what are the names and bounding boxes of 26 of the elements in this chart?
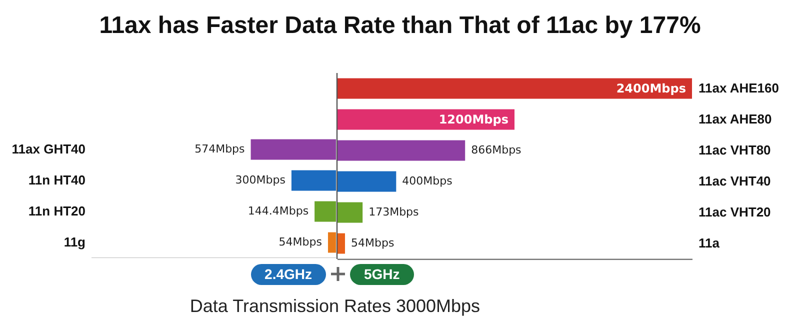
- data-label: 54Mbps: [350, 236, 394, 250]
- y-tick-label: 11n HT40: [28, 172, 86, 188]
- x-axis-title: 5GHz: [350, 264, 414, 285]
- data-label: 54Mbps: [278, 236, 322, 248]
- data-label: 400Mbps: [402, 174, 453, 188]
- data-label: 1200Mbps: [438, 112, 508, 126]
- y-tick-label: 11ac VHT40: [698, 174, 771, 188]
- bar: [328, 232, 336, 253]
- y-tick-label: 11ac VHT80: [698, 142, 771, 158]
- y-tick-label: 11n HT20: [28, 204, 86, 218]
- y-tick-label: 11ax AHE80: [698, 112, 772, 126]
- y-tick-label: 11ax GHT40: [12, 142, 86, 156]
- data-label: 300Mbps: [235, 174, 286, 186]
- y-tick-label: 11a: [698, 236, 720, 250]
- data-label: 173Mbps: [368, 206, 420, 218]
- y-tick-label: 11ax AHE160: [698, 80, 779, 96]
- x-axis-title: 2.4GHz: [250, 264, 326, 285]
- text: Data Transmission Rates 3000Mbps: [188, 296, 482, 317]
- y-tick-label: 11g: [64, 234, 86, 250]
- text: 11ax has Faster Data Rate than That of 11ac by 177%: [98, 12, 702, 40]
- data-label: 144.4Mbps: [248, 204, 309, 218]
- y-tick-label: 11ac VHT20: [698, 204, 771, 220]
- bar: [337, 78, 692, 99]
- data-label: 866Mbps: [471, 144, 522, 156]
- data-label: 574Mbps: [194, 142, 246, 156]
- data-label: 2400Mbps: [616, 82, 686, 96]
